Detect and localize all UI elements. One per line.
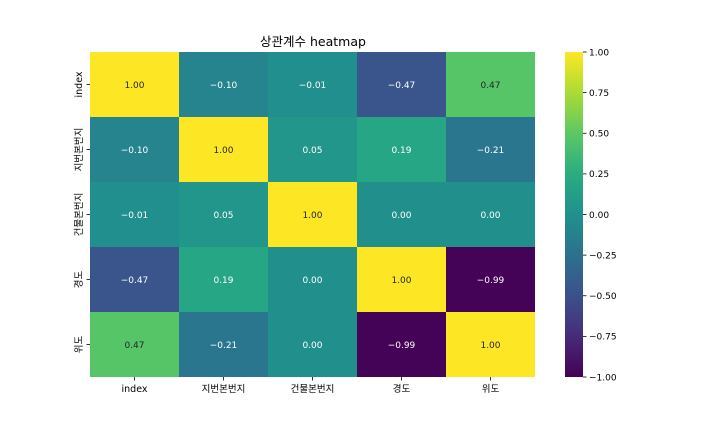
heatmap-cell: [179, 312, 268, 377]
heatmap-cell: [268, 117, 357, 182]
cell-value-label: 0.00: [391, 211, 411, 221]
colorbar-ticks: 1.00 0.75 0.50 0.25 0.00 −0.25 −0.50 −0.75 −1.00: [583, 48, 617, 383]
cell-value-label: 1.00: [391, 276, 411, 286]
heatmap-annotations: 1.00 −0.10 −0.01 −0.47 0.47 −0.10 1.00 0.05 0.19…: [121, 81, 505, 351]
cell-value-label: 1.00: [302, 211, 322, 221]
colorbar-tick-label: 0.75: [589, 89, 609, 99]
colorbar-tick-label: −1.00: [589, 373, 617, 383]
cell-value-label: 0.19: [391, 146, 411, 156]
cell-value-label: 1.00: [480, 341, 500, 351]
heatmap-cell: [90, 182, 179, 247]
cell-value-label: −0.99: [388, 341, 416, 351]
heatmap-cell: [357, 117, 446, 182]
x-axis: index 지번본번지 건물본번지 경도 위도: [122, 377, 500, 395]
cell-value-label: −0.10: [121, 146, 149, 156]
chart-title: 상관계수 heatmap: [260, 34, 366, 49]
cell-value-label: −0.21: [477, 146, 505, 156]
heatmap-cell: [357, 312, 446, 377]
cell-value-label: −0.99: [477, 276, 505, 286]
cell-value-label: 0.00: [302, 341, 322, 351]
heatmap-cell: [90, 247, 179, 312]
x-tick-label: 위도: [482, 383, 500, 395]
heatmap-cell: [179, 117, 268, 182]
cell-value-label: 1.00: [124, 81, 144, 91]
cell-value-label: 0.05: [213, 211, 233, 221]
heatmap-cell: [357, 247, 446, 312]
x-tick-label: index: [122, 384, 148, 395]
heatmap-cell: [268, 182, 357, 247]
cell-value-label: −0.10: [210, 81, 238, 91]
cell-value-label: 0.00: [302, 276, 322, 286]
heatmap-cell: [446, 182, 535, 247]
y-tick-label: 지번본번지: [74, 128, 85, 172]
cell-value-label: −0.47: [388, 81, 416, 91]
colorbar-tick-label: 1.00: [589, 48, 609, 58]
y-tick-label: 경도: [73, 271, 85, 289]
cell-value-label: 1.00: [213, 146, 233, 156]
heatmap-cell: [268, 247, 357, 312]
heatmap-cell: [90, 117, 179, 182]
colorbar-gradient: [565, 52, 583, 377]
colorbar-tick-label: −0.75: [589, 333, 617, 343]
cell-value-label: 0.19: [213, 276, 233, 286]
heatmap-cell: [446, 312, 535, 377]
heatmap-cell: [90, 52, 179, 117]
heatmap-cell: [268, 52, 357, 117]
x-tick-label: 건물본번지: [291, 384, 335, 395]
heatmap-cell: [357, 182, 446, 247]
heatmap-cell: [446, 52, 535, 117]
colorbar-tick-label: −0.50: [589, 292, 617, 302]
cell-value-label: −0.01: [121, 211, 149, 221]
heatmap-cell: [179, 182, 268, 247]
x-tick-label: 경도: [393, 383, 411, 395]
y-tick-label: index: [74, 71, 85, 97]
cell-value-label: 0.47: [124, 341, 144, 351]
colorbar-tick-label: −0.25: [589, 251, 617, 261]
y-tick-label: 건물본번지: [74, 193, 85, 237]
cell-value-label: −0.01: [299, 81, 327, 91]
heatmap-cell: [179, 247, 268, 312]
colorbar-tick-label: 0.00: [589, 211, 609, 221]
cell-value-label: −0.47: [121, 276, 149, 286]
x-tick-label: 지번본번지: [202, 384, 246, 395]
heatmap-cell: [446, 117, 535, 182]
cell-value-label: 0.00: [480, 211, 500, 221]
heatmap-cell: [90, 312, 179, 377]
y-tick-label: 위도: [73, 336, 85, 354]
colorbar-tick-label: 0.25: [589, 170, 609, 180]
cell-value-label: 0.47: [480, 81, 500, 91]
colorbar-tick-label: 0.50: [589, 130, 609, 140]
heatmap-cell: [357, 52, 446, 117]
heatmap-cell: [179, 52, 268, 117]
heatmap-cell: [446, 247, 535, 312]
heatmap-cells: [90, 52, 535, 377]
colorbar: 1.00 0.75 0.50 0.25 0.00 −0.25 −0.50 −0.75 −1.00: [565, 48, 617, 383]
cell-value-label: −0.21: [210, 341, 238, 351]
cell-value-label: 0.05: [302, 146, 322, 156]
heatmap-cell: [268, 312, 357, 377]
